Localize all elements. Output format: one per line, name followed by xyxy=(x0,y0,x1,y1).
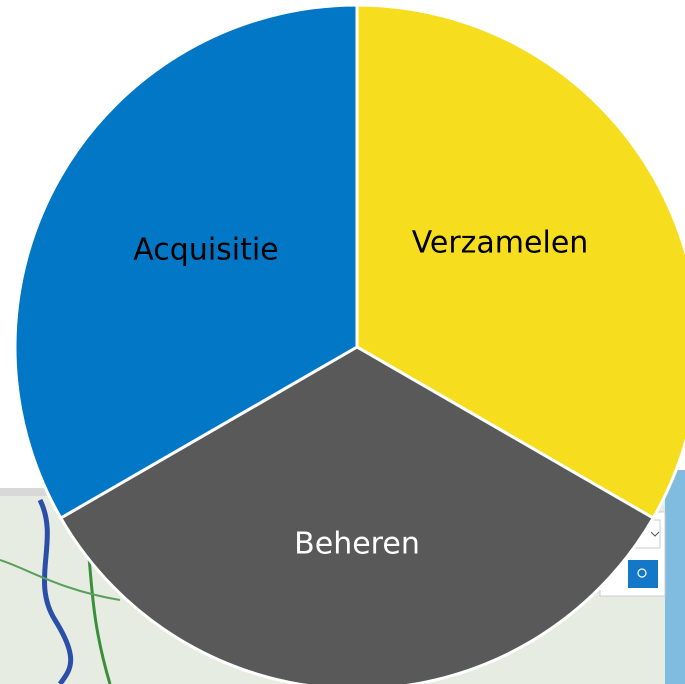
segment-label: Verzamelen xyxy=(412,226,589,261)
search-button[interactable] xyxy=(628,560,658,588)
segment-label: Acquisitie xyxy=(133,233,278,268)
page: Verzamelen Beheren Acquisitie (() => { c… xyxy=(0,0,685,684)
diagram: Verzamelen Beheren Acquisitie xyxy=(0,0,685,684)
segment-label: Beheren xyxy=(294,527,420,562)
